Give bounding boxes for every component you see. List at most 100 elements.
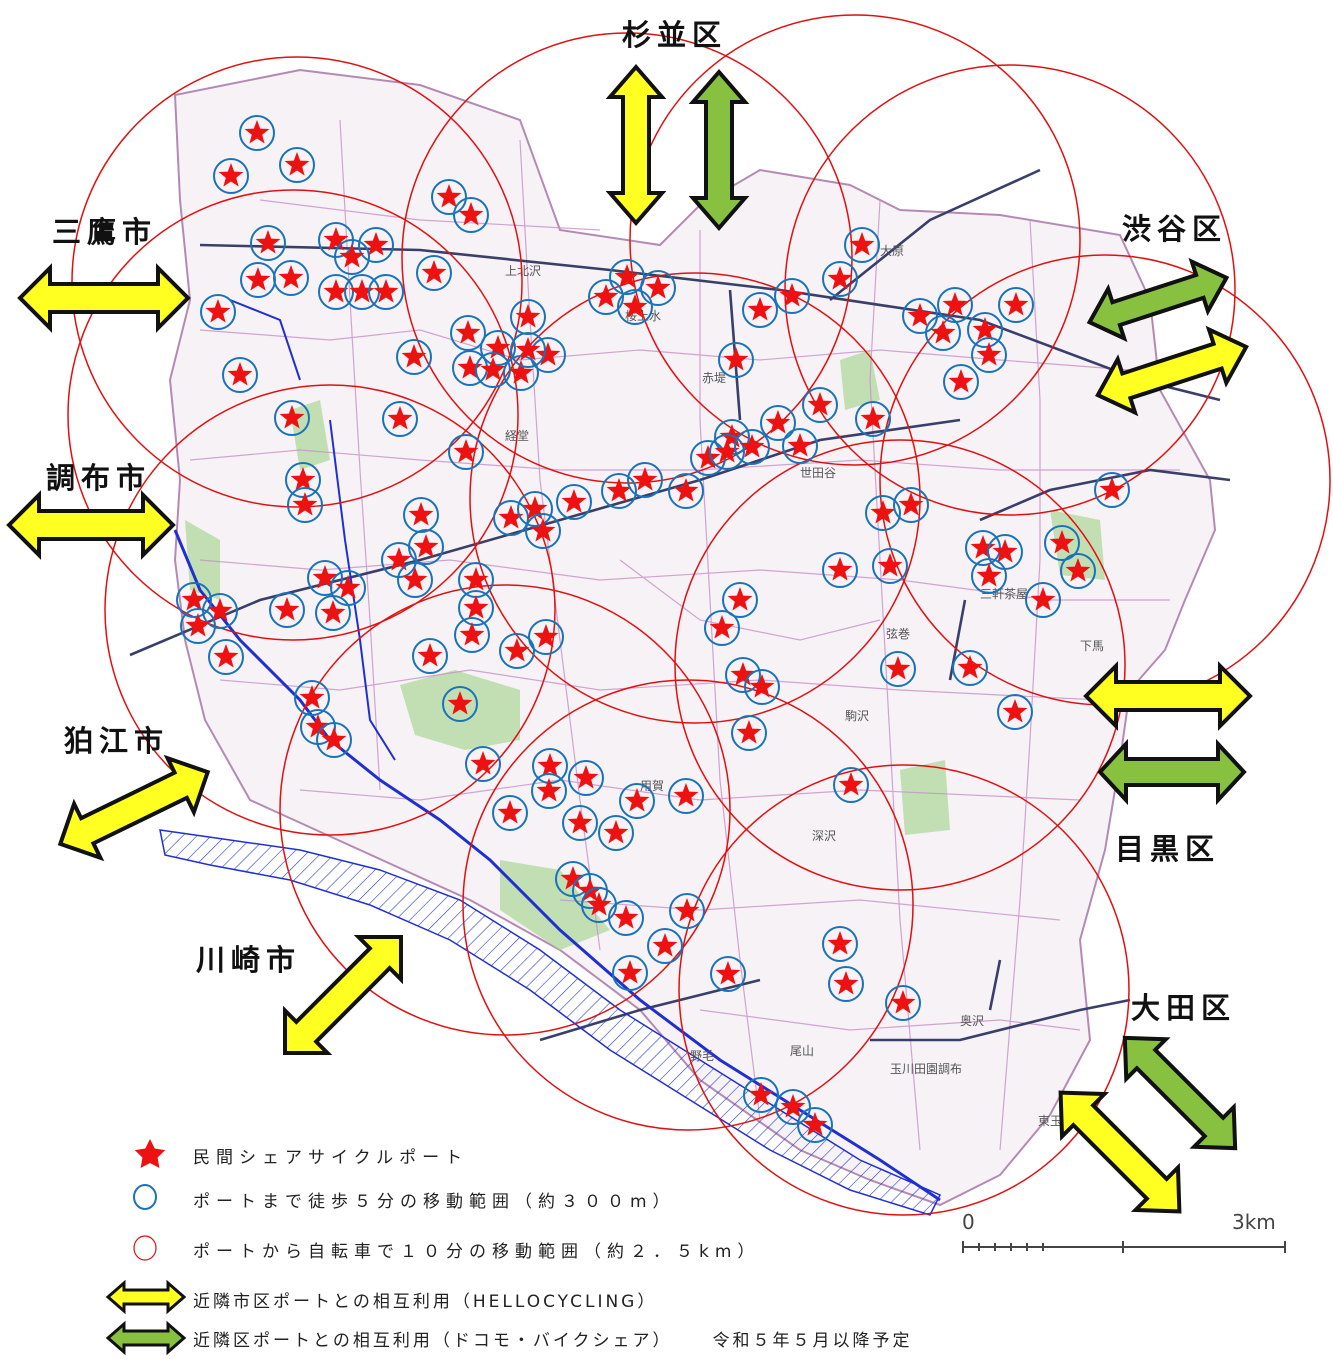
place-sangenjaya: 三軒茶屋	[980, 586, 1028, 601]
port-marker	[1044, 525, 1080, 561]
ota-docomo-arrow	[1122, 1035, 1238, 1151]
port-marker	[412, 638, 448, 674]
port-star-icon	[715, 961, 741, 985]
walk-range-circle	[704, 610, 740, 646]
port-marker	[734, 429, 770, 465]
walk-range-circle	[180, 608, 216, 644]
label-chofu: 調布市	[46, 461, 152, 495]
legend-docomo-note: 令和５年５月以降予定	[712, 1331, 913, 1351]
walk-range-circle	[619, 783, 655, 819]
port-marker	[782, 428, 818, 464]
port-marker	[774, 278, 810, 314]
port-marker	[710, 956, 746, 992]
port-star-icon	[849, 232, 875, 256]
port-star-icon	[515, 304, 541, 328]
port-star-icon	[930, 320, 956, 344]
walk-range-circle	[885, 985, 921, 1021]
walk-range-circle	[722, 582, 758, 618]
port-star-icon	[827, 266, 853, 290]
walk-range-circle	[760, 405, 796, 441]
port-marker	[627, 462, 663, 498]
bike-range-circle	[674, 439, 1126, 891]
port-star-icon	[504, 638, 530, 662]
walk-range-circle	[200, 294, 236, 330]
walk-range-circle	[797, 1107, 833, 1143]
port-star-icon	[227, 362, 253, 386]
port-marker	[416, 255, 452, 291]
neighbor-arrows	[6, 63, 1253, 1214]
label-ota: 大田区	[1131, 991, 1237, 1025]
walk-range-circle	[743, 1077, 779, 1113]
port-star-icon	[567, 810, 593, 834]
walk-range-circle	[294, 680, 330, 716]
port-star-icon	[321, 727, 347, 751]
port-star-icon	[508, 360, 534, 384]
walk-range-circle	[802, 387, 838, 423]
port-star-icon	[780, 1094, 806, 1118]
walk-range-circle	[971, 558, 1007, 594]
walk-range-circle	[872, 548, 908, 584]
walk-range-circle	[710, 956, 746, 992]
suginami-hellocycling-arrow	[605, 63, 667, 227]
walk-range-circle	[525, 513, 561, 549]
meguro-hellocycling-arrow	[1083, 661, 1253, 731]
port-star-icon	[1049, 530, 1075, 554]
walk-range-circle	[617, 289, 653, 325]
port-star-icon	[652, 933, 678, 957]
walk-range-circle	[315, 595, 351, 631]
walk-range-circle	[902, 298, 938, 334]
walk-range-circle	[822, 552, 858, 588]
port-marker	[510, 332, 546, 368]
port-marker	[492, 795, 528, 831]
walk-range-circle	[176, 582, 212, 618]
walk-range-circle	[668, 473, 704, 509]
port-star-icon	[747, 297, 773, 321]
walk-range-circle	[725, 657, 761, 693]
place-ohara: 大原	[880, 244, 904, 258]
scale-start: 0	[962, 1210, 975, 1234]
place-fukasawa: 深沢	[812, 829, 836, 843]
walk-range-circle	[709, 434, 745, 470]
suginami-docomo-arrow	[688, 68, 750, 232]
port-marker	[943, 364, 979, 400]
port-marker	[822, 926, 858, 962]
port-star-icon	[606, 478, 632, 502]
walk-range-circle	[208, 639, 244, 675]
port-star-icon	[401, 344, 427, 368]
walk-range-circle	[368, 274, 404, 310]
port-star-icon	[957, 655, 983, 679]
walk-range-circle	[222, 357, 258, 393]
port-marker	[528, 619, 564, 655]
port-marker	[334, 239, 370, 275]
port-marker	[358, 227, 394, 263]
port-star-icon	[877, 553, 903, 577]
port-star-icon	[779, 283, 805, 307]
walk-range-circle	[316, 722, 352, 758]
port-marker	[273, 260, 309, 296]
port-marker	[598, 815, 634, 851]
legend-star-label: 民間シェアサイクルポート	[193, 1148, 469, 1168]
port-star-icon	[255, 230, 281, 254]
walk-range-circle	[213, 158, 249, 194]
walk-range-circle	[967, 312, 1003, 348]
port-marker	[274, 400, 310, 436]
port-marker	[556, 484, 592, 520]
port-marker	[828, 966, 864, 1002]
port-marker	[902, 298, 938, 334]
walk-range-circle	[627, 462, 663, 498]
place-tsurumaki: 弦巻	[886, 626, 910, 641]
walk-range-circle	[307, 560, 343, 596]
port-star-icon	[421, 260, 447, 284]
walk-range-circle	[453, 197, 489, 233]
walk-range-circle	[285, 462, 321, 498]
place-setagaya: 世田谷	[800, 466, 836, 480]
port-star-icon	[1065, 558, 1091, 582]
port-star-icon	[802, 1112, 828, 1136]
parks	[185, 350, 1105, 950]
walk-range-circle	[334, 239, 370, 275]
label-meguro: 目黒区	[1115, 832, 1221, 866]
port-marker	[431, 179, 467, 215]
walk-range-circle	[865, 495, 901, 531]
walk-range-circle	[668, 778, 704, 814]
port-marker	[200, 294, 236, 330]
